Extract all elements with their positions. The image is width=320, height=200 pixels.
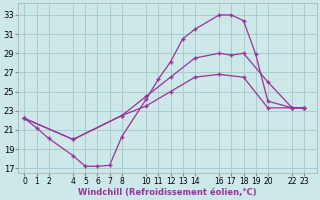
- X-axis label: Windchill (Refroidissement éolien,°C): Windchill (Refroidissement éolien,°C): [78, 188, 257, 197]
